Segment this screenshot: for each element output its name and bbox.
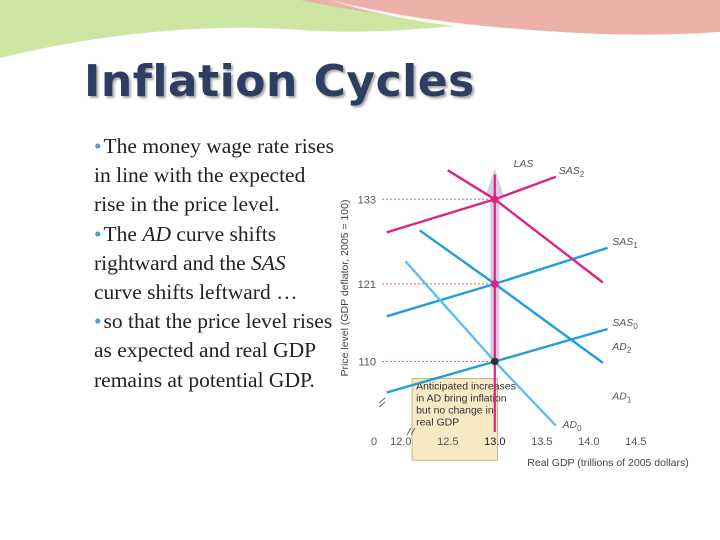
bullet-dot-icon: •	[94, 221, 102, 246]
bullet-dot-icon: •	[94, 309, 102, 334]
bullet-item: •The AD curve shifts rightward and the S…	[94, 220, 334, 308]
bullet-text: curve shifts rightward and the	[94, 221, 277, 275]
bullet-text: The	[103, 221, 143, 246]
bullet-text: The money wage rate rises in line with t…	[94, 134, 334, 217]
annotation-line: but no change in	[416, 404, 494, 416]
x-origin-label: 0	[371, 436, 377, 448]
curve-label-main: LAS	[514, 158, 534, 170]
curve-label-subscript: 2	[627, 346, 632, 355]
x-tick-label: 14.0	[578, 436, 599, 448]
curve-label-subscript: 1	[633, 241, 638, 250]
curve-label-subscript: 0	[577, 424, 582, 433]
curve-ad1	[418, 229, 604, 364]
x-tick-label: 14.5	[625, 436, 646, 448]
header-banner-decoration	[0, 0, 720, 58]
curve-label-subscript: 2	[580, 170, 585, 179]
curve-label: AD0	[561, 419, 582, 433]
banner-white-swoosh	[330, 0, 720, 42]
x-tick-label: 12.5	[437, 436, 458, 448]
annotation-line: real GDP	[416, 416, 459, 428]
curve-label: SAS2	[559, 165, 585, 179]
y-tick-label: 133	[358, 194, 376, 206]
curve-label-main: AD	[561, 419, 577, 431]
y-tick-label: 110	[358, 356, 376, 368]
x-axis-break-mark	[406, 427, 416, 436]
y-tick-label: 121	[358, 279, 376, 291]
curve-label-main: AD	[611, 391, 627, 403]
bullet-item: •The money wage rate rises in line with …	[94, 132, 334, 220]
curve-label: LAS	[514, 158, 534, 170]
curve-label-main: SAS	[612, 236, 633, 248]
curve-label-subscript: 0	[633, 322, 638, 331]
bullet-text: so that the price level rises as expecte…	[94, 309, 333, 392]
y-axis-break-mark	[378, 397, 386, 408]
curve-label-main: SAS	[559, 165, 580, 177]
curve-label-subscript: 1	[627, 396, 632, 405]
bullet-dot-icon: •	[94, 134, 102, 158]
bullet-text: SAS	[251, 250, 286, 275]
equilibrium-point	[491, 357, 499, 366]
banner-pink-band	[300, 0, 720, 35]
x-tick-label: 12.0	[390, 436, 411, 448]
slide-title: Inflation Cycles	[84, 56, 475, 107]
equilibrium-point	[491, 280, 499, 288]
annotation-line: Anticipated increases	[416, 380, 516, 392]
curve-label: SAS0	[612, 317, 638, 331]
annotation-callout-box	[411, 377, 499, 461]
bullet-text: curve shifts leftward …	[94, 280, 298, 305]
x-tick-label: 13.5	[531, 436, 552, 448]
curve-label: AD2	[611, 341, 632, 355]
bullet-text: AD	[142, 221, 172, 246]
curve-label-main: AD	[611, 341, 627, 353]
y-axis-label: Price level (GDP deflator, 2005 = 100)	[339, 200, 351, 377]
x-tick-label: 13.0	[484, 436, 505, 448]
bullet-list: •The money wage rate rises in line with …	[94, 132, 334, 395]
equilibrium-point	[491, 195, 499, 204]
bullet-item: •so that the price level rises as expect…	[94, 307, 334, 395]
x-axis-label: Real GDP (trillions of 2005 dollars)	[527, 457, 688, 468]
curve-label: SAS1	[612, 236, 638, 250]
curve-label-main: SAS	[612, 317, 633, 329]
curve-label: AD1	[611, 391, 632, 405]
annotation-line: in AD bring inflation	[416, 392, 507, 404]
